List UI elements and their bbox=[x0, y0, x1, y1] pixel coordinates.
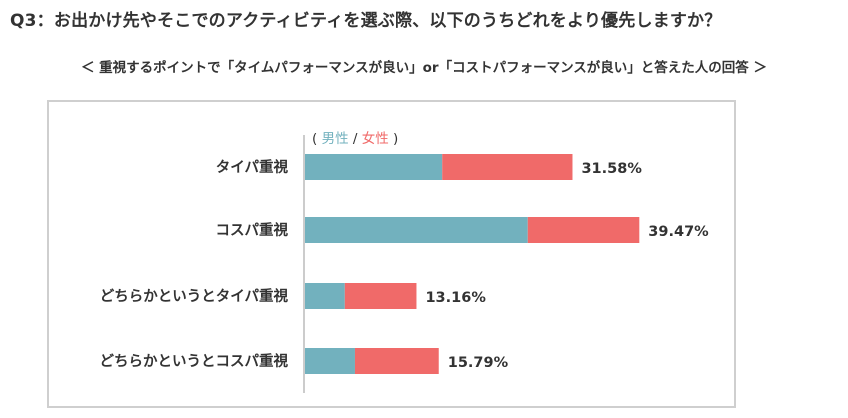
category-label: コスパ重視 bbox=[216, 221, 289, 239]
bar-value-label: 13.16% bbox=[425, 290, 486, 306]
bar-segment-female bbox=[344, 283, 417, 309]
bar-segment-male bbox=[305, 154, 443, 180]
bar-value-label: 31.58% bbox=[581, 161, 642, 177]
legend-open: ( bbox=[312, 131, 317, 147]
legend-close: ) bbox=[393, 131, 398, 147]
bar-segment-female bbox=[354, 348, 439, 374]
bar-segment-male bbox=[305, 348, 355, 374]
bar-segment-female bbox=[527, 217, 640, 243]
category-label: どちらかというとタイパ重視 bbox=[100, 287, 289, 305]
category-label: どちらかというとコスパ重視 bbox=[100, 352, 289, 370]
legend-separator: / bbox=[353, 131, 362, 147]
bar-value-label: 39.47% bbox=[648, 224, 709, 240]
bar-segment-female bbox=[442, 154, 573, 180]
bar-value-label: 15.79% bbox=[448, 355, 509, 371]
chart-subtitle: ＜ 重視するポイントで「タイムパフォーマンスが良い」or「コストパフォーマンスが… bbox=[80, 60, 768, 76]
bar-segment-male bbox=[305, 217, 528, 243]
legend: ( 男性 / 女性 ) bbox=[312, 130, 398, 147]
bars-group: タイパ重視 31.58% コスパ重視 39.47% どちらかというとタイパ重視 13.16… bbox=[100, 154, 709, 374]
category-label: タイパ重視 bbox=[216, 158, 289, 176]
legend-female: 女性 bbox=[362, 130, 389, 147]
legend-male: 男性 bbox=[322, 131, 349, 147]
bar-segment-male bbox=[305, 283, 345, 309]
chart-title: Q3：お出かけ先やそこでのアクティビティを選ぶ際、以下のうちどれをより優先します… bbox=[10, 11, 722, 31]
